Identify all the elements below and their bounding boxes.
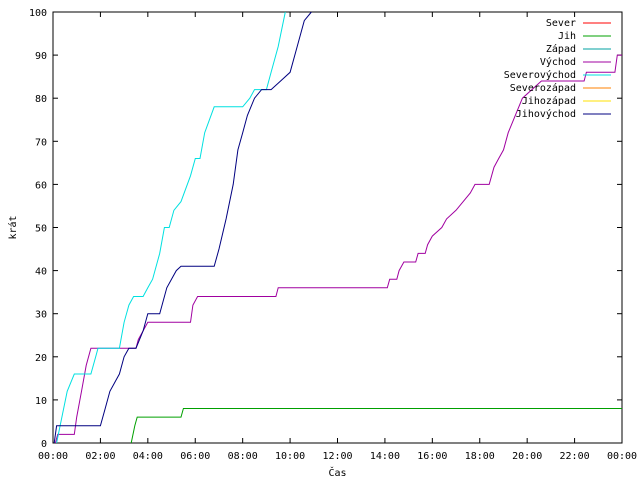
x-tick-label: 08:00 <box>228 451 258 462</box>
x-tick-label: 18:00 <box>465 451 495 462</box>
legend-label: Jihovýchod <box>516 108 576 120</box>
y-tick-label: 80 <box>35 94 47 105</box>
y-tick-label: 60 <box>35 180 47 191</box>
y-tick-label: 50 <box>35 224 47 235</box>
y-tick-label: 90 <box>35 51 47 62</box>
x-tick-label: 14:00 <box>370 451 400 462</box>
y-tick-label: 70 <box>35 137 47 148</box>
x-tick-label: 06:00 <box>180 451 210 462</box>
series-line-4 <box>56 11 286 444</box>
x-tick-label: 12:00 <box>322 451 352 462</box>
legend-label: Západ <box>546 43 576 55</box>
x-tick-label: 04:00 <box>133 451 163 462</box>
x-tick-label: 10:00 <box>275 451 305 462</box>
series-line-1 <box>130 408 622 444</box>
x-tick-label: 16:00 <box>417 451 447 462</box>
x-tick-label: 00:00 <box>38 451 68 462</box>
y-axis-label: krát <box>7 215 19 239</box>
legend-label: Východ <box>540 56 576 68</box>
y-tick-label: 20 <box>35 353 47 364</box>
y-tick-label: 40 <box>35 267 47 278</box>
series-line-7 <box>53 11 312 444</box>
x-tick-label: 20:00 <box>512 451 542 462</box>
legend-label: Jih <box>558 31 576 42</box>
y-tick-label: 30 <box>35 310 47 321</box>
x-tick-label: 00:00 <box>607 451 637 462</box>
y-tick-label: 10 <box>35 396 47 407</box>
legend-label: Severovýchod <box>504 69 576 81</box>
legend-label: Sever <box>546 18 576 29</box>
y-tick-label: 0 <box>41 439 47 450</box>
legend-label: Jihozápad <box>522 95 576 107</box>
x-tick-label: 22:00 <box>560 451 590 462</box>
y-tick-label: 100 <box>29 8 47 19</box>
x-axis-label: Čas <box>328 466 346 479</box>
x-tick-label: 02:00 <box>85 451 115 462</box>
legend-label: Severozápad <box>510 82 576 94</box>
